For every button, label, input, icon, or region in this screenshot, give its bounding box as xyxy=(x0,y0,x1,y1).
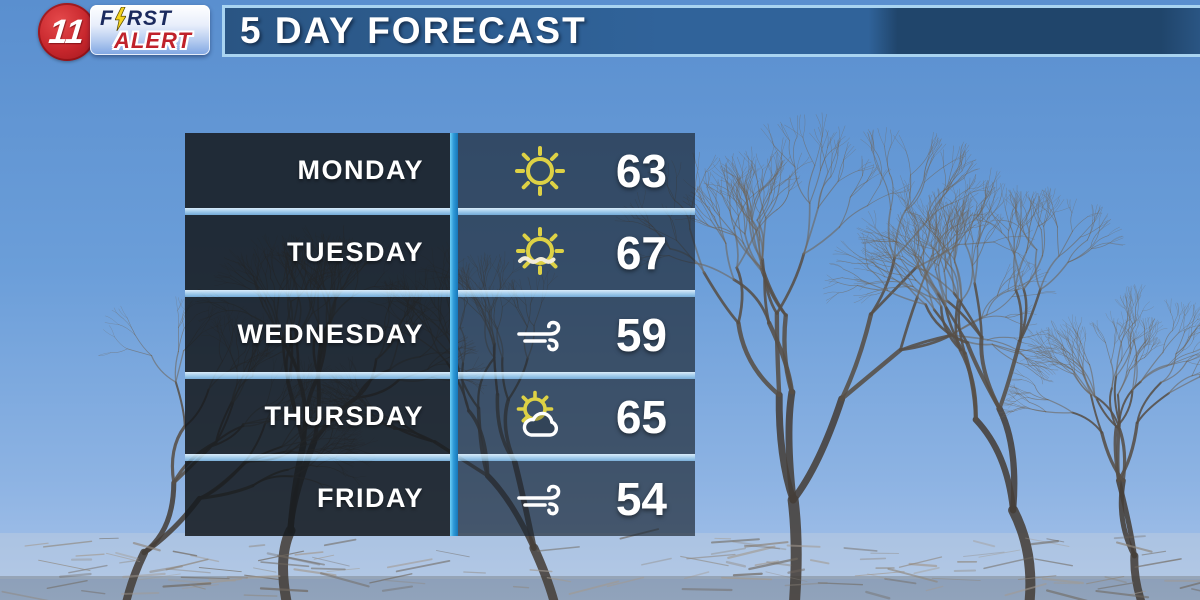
weather-cell: 65 xyxy=(450,379,695,454)
weather-cell: 54 xyxy=(450,461,695,536)
forecast-row-wednesday: WEDNESDAY 59 xyxy=(185,297,695,372)
windy-icon xyxy=(517,320,561,351)
forecast-row-thursday: THURSDAY xyxy=(185,379,695,454)
first-alert-badge: F RST ALERT xyxy=(90,5,210,55)
bottom-haze-band xyxy=(0,533,1200,579)
temp-value: 63 xyxy=(615,144,667,197)
day-label: THURSDAY xyxy=(264,401,424,431)
windy-icon xyxy=(517,484,561,515)
day-cell: MONDAY xyxy=(185,133,450,208)
weather-cell: 63 xyxy=(450,133,695,208)
day-label: WEDNESDAY xyxy=(237,319,424,349)
forecast-row-tuesday: TUESDAY 67 xyxy=(185,215,695,290)
first-alert-line1: F RST xyxy=(100,7,172,31)
temp-value: 54 xyxy=(615,472,667,525)
weather-cell: 67 xyxy=(450,215,695,290)
header-bar: 5 DAY FORECAST xyxy=(222,5,1200,57)
station-number-badge: 11 xyxy=(38,3,96,61)
station-number: 11 xyxy=(47,13,87,51)
alert-label: ALERT xyxy=(114,28,192,53)
row-divider xyxy=(185,372,695,379)
station-logo: 11 F RST ALERT xyxy=(38,1,223,65)
day-cell: TUESDAY xyxy=(185,215,450,290)
weather-cell: 59 xyxy=(450,297,695,372)
temp-value: 59 xyxy=(615,308,667,361)
day-cell: THURSDAY xyxy=(185,379,450,454)
day-label: TUESDAY xyxy=(286,237,424,267)
partly-cloudy-icon xyxy=(516,390,559,437)
page-title: 5 DAY FORECAST xyxy=(240,10,587,51)
row-divider xyxy=(185,290,695,297)
lightning-bolt-icon xyxy=(114,7,126,31)
hazy-sun-icon xyxy=(516,226,564,275)
day-label: MONDAY xyxy=(297,155,424,185)
forecast-table: MONDAY 63 xyxy=(185,133,695,536)
day-label: FRIDAY xyxy=(316,483,424,513)
forecast-row-monday: MONDAY 63 xyxy=(185,133,695,208)
temp-value: 65 xyxy=(615,390,667,443)
row-divider xyxy=(185,208,695,215)
first-pre: F xyxy=(100,7,114,30)
first-post: RST xyxy=(126,7,172,30)
day-cell: FRIDAY xyxy=(185,461,450,536)
row-divider xyxy=(185,454,695,461)
day-cell: WEDNESDAY xyxy=(185,297,450,372)
sunny-icon xyxy=(515,145,565,196)
forecast-row-friday: FRIDAY 54 xyxy=(185,461,695,536)
temp-value: 67 xyxy=(615,226,667,279)
column-divider xyxy=(450,133,458,536)
